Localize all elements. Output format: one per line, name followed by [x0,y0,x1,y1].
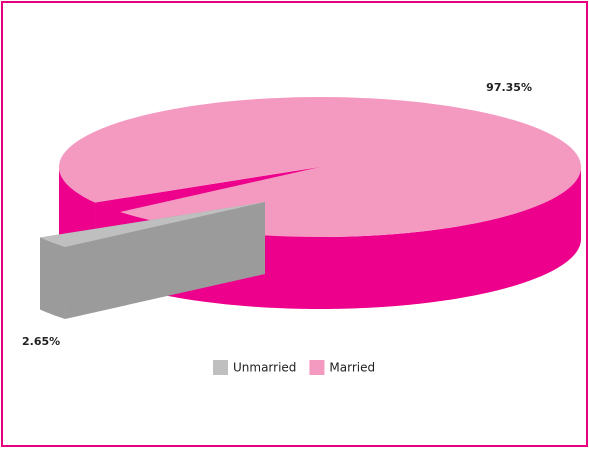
legend-swatch [309,360,325,375]
value-label: 2.65% [22,335,60,348]
slice-top [59,97,582,238]
value-label: 97.35% [486,81,532,94]
legend-label: Married [329,361,375,375]
legend-swatch [213,360,228,375]
slice-side [40,237,66,319]
slice-top [40,202,265,247]
legend-label: Unmarried [233,361,296,375]
